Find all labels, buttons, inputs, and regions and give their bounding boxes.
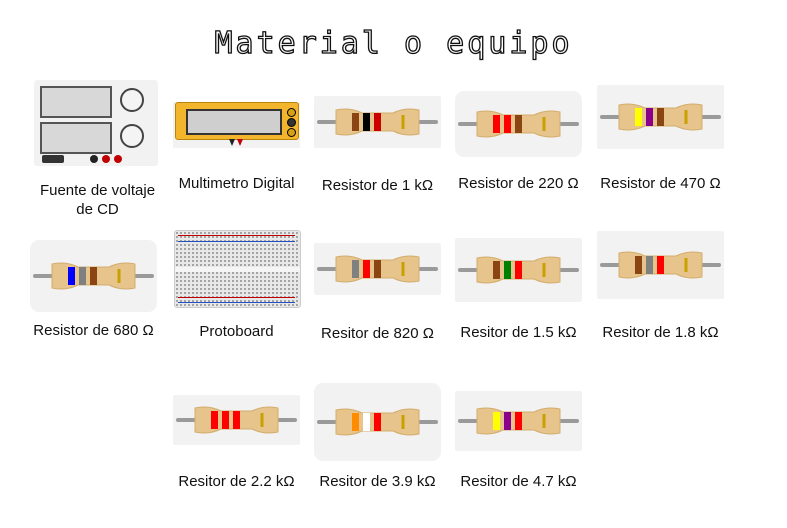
resistor-band (374, 113, 381, 131)
item-label: Resitor de 4.7 kΩ (460, 473, 577, 490)
psu-switch (42, 155, 64, 163)
resistor-graphic (458, 407, 579, 435)
resistor-band (657, 256, 664, 274)
psu-jack (102, 155, 110, 163)
page-title: Material o equipo (214, 25, 573, 61)
item-label: Resitor de 1.8 kΩ (602, 324, 719, 341)
resistor-image (314, 96, 441, 148)
resistor-image (314, 243, 441, 295)
multimeter-button (287, 128, 296, 137)
resistor-band (222, 411, 229, 429)
multimeter-button (287, 108, 296, 117)
protoboard-image (174, 230, 301, 308)
item-label: Resistor de 470 Ω (600, 175, 721, 192)
resistor-graphic (600, 251, 721, 279)
psu-display (40, 86, 112, 118)
resistor-band (493, 412, 500, 430)
resistor-image (597, 85, 724, 149)
resistor-band (493, 115, 500, 133)
resistor-image (30, 240, 157, 312)
multimeter-button (287, 118, 296, 127)
item-label: Resistor de 680 Ω (33, 322, 154, 339)
resistor-graphic (33, 262, 154, 290)
resistor-band (90, 267, 97, 285)
item-label: Resitor de 820 Ω (321, 325, 434, 342)
psu-jack (114, 155, 122, 163)
resistor-band (374, 413, 381, 431)
item-label: Resitor de 3.9 kΩ (319, 473, 436, 490)
resistor-band (646, 108, 653, 126)
item-label: Resistor de 220 Ω (458, 175, 579, 192)
protoboard-rail (178, 241, 295, 242)
resistor-graphic (458, 256, 579, 284)
psu-display (40, 122, 112, 154)
resistor-band (646, 256, 653, 274)
resistor-band (352, 413, 359, 431)
multimeter-image (173, 102, 300, 148)
resistor-graphic (317, 108, 438, 136)
item-label: Multimetro Digital (178, 175, 295, 192)
resistor-image (597, 231, 724, 299)
psu-knob (120, 124, 144, 148)
protoboard-rail (178, 302, 295, 303)
multimeter-probe (237, 139, 243, 146)
resistor-band (68, 267, 75, 285)
resistor-image (455, 91, 582, 157)
resistor-band (363, 113, 370, 131)
psu-jack (90, 155, 98, 163)
resistor-band (504, 115, 511, 133)
resistor-image (314, 383, 441, 461)
protoboard-channel (175, 267, 300, 272)
item-label: Resitor de 2.2 kΩ (178, 473, 295, 490)
multimeter-probe (229, 139, 235, 146)
item-label: Protoboard (199, 323, 274, 340)
resistor-band (504, 412, 511, 430)
resistor-band (211, 411, 218, 429)
resistor-band (374, 260, 381, 278)
item-label: Fuente de voltaje de CD (39, 182, 156, 218)
resistor-graphic (458, 110, 579, 138)
resistor-image (173, 395, 300, 445)
multimeter-body (175, 102, 299, 140)
resistor-image (455, 391, 582, 451)
resistor-band (352, 260, 359, 278)
resistor-band (657, 108, 664, 126)
multimeter-display (186, 109, 282, 135)
resistor-band (635, 108, 642, 126)
resistor-image (455, 238, 582, 302)
protoboard-rail (178, 235, 295, 236)
resistor-band (504, 261, 511, 279)
resistor-band (515, 261, 522, 279)
resistor-band (79, 267, 86, 285)
resistor-band (515, 115, 522, 133)
resistor-band (363, 260, 370, 278)
resistor-band (363, 413, 370, 431)
resistor-graphic (317, 255, 438, 283)
resistor-band (493, 261, 500, 279)
resistor-band (515, 412, 522, 430)
item-label: Resitor de 1.5 kΩ (460, 324, 577, 341)
psu-knob (120, 88, 144, 112)
resistor-graphic (317, 408, 438, 436)
dc-power-supply-image (34, 80, 158, 166)
resistor-band (352, 113, 359, 131)
item-label: Resistor de 1 kΩ (321, 177, 434, 194)
resistor-graphic (600, 103, 721, 131)
resistor-band (233, 411, 240, 429)
resistor-graphic (176, 406, 297, 434)
protoboard-rail (178, 297, 295, 298)
resistor-band (635, 256, 642, 274)
